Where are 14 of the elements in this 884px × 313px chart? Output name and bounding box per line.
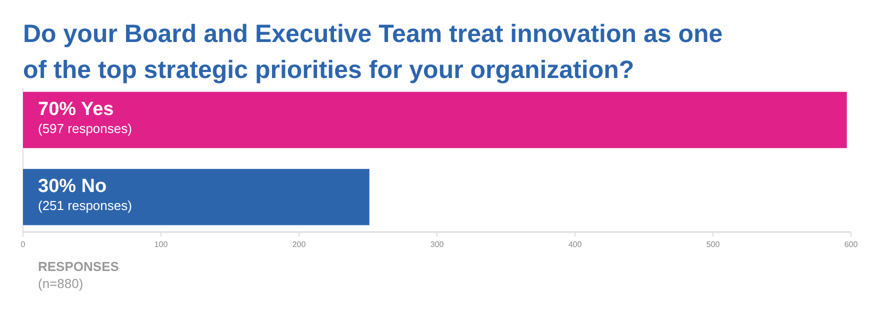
chart-title: Do your Board and Executive Team treat innovation as one of the top strategic priorities for your organization? bbox=[23, 20, 723, 84]
data-label: (597 responses) bbox=[38, 120, 132, 136]
x-tick-label: 400 bbox=[568, 240, 582, 249]
x-tick-label: 600 bbox=[844, 240, 858, 249]
data-label: (251 responses) bbox=[38, 198, 132, 213]
x-tick-label: 100 bbox=[154, 240, 168, 249]
x-tick-label: 200 bbox=[292, 240, 306, 249]
text: (n=880) bbox=[38, 276, 84, 291]
y-tick-label: 70% Yes bbox=[38, 98, 114, 120]
x-tick-label: 0 bbox=[20, 240, 26, 249]
x-tick-label: 300 bbox=[430, 240, 444, 249]
x-axis-title: RESPONSES bbox=[38, 259, 120, 274]
y-tick-label: 30% No bbox=[38, 176, 107, 197]
x-tick-label: 500 bbox=[706, 240, 720, 249]
